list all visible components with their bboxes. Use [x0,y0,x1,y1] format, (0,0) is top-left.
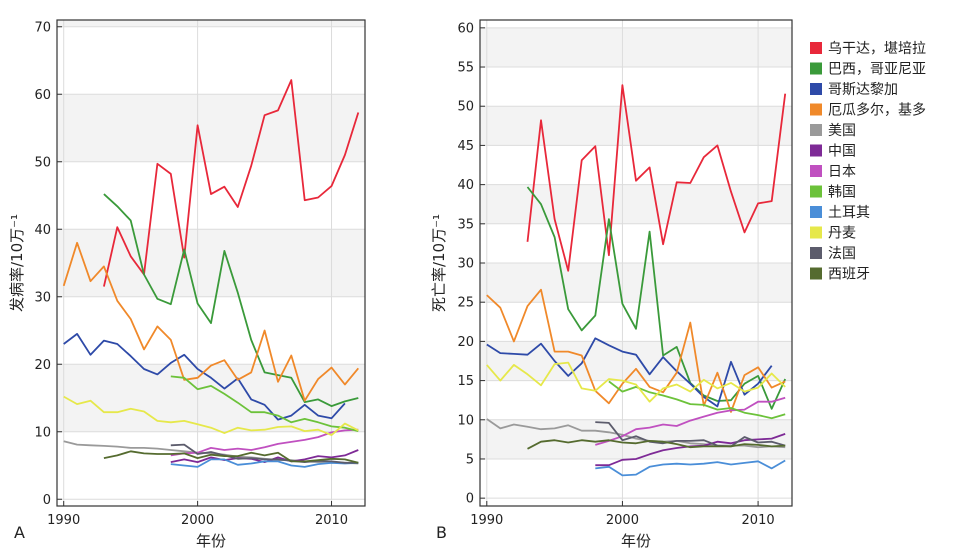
panel-b-y-tick-label: 20 [457,335,474,350]
legend-swatch [810,185,822,198]
panel-b-y-tick-label: 50 [457,100,474,115]
panel-a-series [62,79,360,468]
panel-a-grid [57,20,365,506]
panel-b-band [480,341,792,381]
legend-swatch [810,267,822,280]
panel-b-y-tick-label: 40 [457,178,474,193]
panel-b-band [480,27,792,68]
panel-a-series-line [63,395,359,437]
panel-a-series-line [170,443,359,464]
panel-a-frame [56,19,366,507]
panel-a-band [57,20,365,27]
panel-b-grid [480,20,792,506]
legend-label: 巴西，哥亚尼亚 [828,62,926,78]
legend-label: 乌干达，堪培拉 [828,41,926,57]
panel-b-y-tick-label: 35 [457,217,474,232]
legend-swatch [810,226,822,239]
legend-label: 西班牙 [828,267,870,283]
panel-b-x-tick-label: 2000 [606,513,639,528]
legend: 乌干达，堪培拉巴西，哥亚尼亚哥斯达黎加厄瓜多尔，基多美国中国日本韩国土耳其丹麦法… [810,41,926,283]
panel-b-y-ticks: 0 5 10 15 20 25 30 35 40 45 50 55 60 [457,21,485,507]
panel-b-y-axis-label: 死亡率/10万⁻¹ [430,214,448,312]
legend-swatch [810,42,822,54]
panel-a-series-line [103,193,359,408]
panel-b-y-tick-label: 0 [466,492,474,507]
panel-a-band [57,229,365,297]
legend-swatch [810,165,822,177]
panel-a-x-tick-label: 2000 [181,513,214,528]
panel-b-series-line [486,337,773,408]
panel-b-band [480,263,792,303]
panel-b-y-tick-label: 30 [457,257,474,272]
panel-b-series-line [486,288,786,413]
panel-a-y-tick-label: 40 [34,223,51,238]
legend-label: 丹麦 [828,226,856,242]
legend-swatch [810,103,822,116]
panel-a-x-ticks: 1990 2000 2010 [47,501,348,528]
panel-a-series-line [62,241,359,402]
panel-a-series-line [170,375,359,432]
panel-b-mortality-chart: 0 5 10 15 20 25 30 35 40 45 50 55 60 1990 2000 2010 年份… [430,19,793,550]
panel-a-y-axis-label: 发病率/10万⁻¹ [8,214,26,312]
panel-a-series-line [103,79,360,287]
panel-b-x-axis-label: 年份 [621,532,651,550]
panel-b-y-tick-label: 15 [457,374,474,389]
panel-b-series-line [595,459,786,477]
panel-b-y-tick-label: 55 [457,61,474,76]
panel-b-series-line [527,439,786,450]
panel-a-series-line [103,450,359,464]
panel-a-x-tick-label: 2010 [315,513,348,528]
panel-b-series-line [526,186,787,410]
legend-label: 土耳其 [828,205,870,221]
panel-b-x-tick-label: 1990 [470,513,503,528]
panel-a-incidence-chart: 0 10 20 30 40 50 60 70 1990 2000 2010 年份 发病率/10万⁻… [8,19,366,550]
panel-a-x-axis-label: 年份 [196,532,226,550]
panel-a-letter: A [14,523,25,542]
legend-label: 韩国 [828,185,856,201]
legend-swatch [810,206,822,218]
panel-a-y-tick-label: 20 [34,358,51,373]
panel-b-x-tick-label: 2010 [742,513,775,528]
panel-a-series-line [63,332,346,421]
panel-a-y-tick-label: 70 [34,20,51,35]
panel-a-y-tick-label: 60 [34,88,51,103]
panel-b-series-line [595,396,786,446]
panel-a-x-tick-label: 1990 [47,513,80,528]
legend-label: 法国 [828,246,856,262]
panel-b-y-tick-label: 60 [457,21,474,36]
panel-b-y-tick-label: 25 [457,296,474,311]
panel-a-y-tick-label: 50 [34,155,51,170]
panel-b-x-ticks: 1990 2000 2010 [470,501,775,528]
panel-b-y-tick-label: 10 [457,413,474,428]
panel-a-y-tick-label: 30 [34,290,51,305]
panel-a-y-ticks: 0 10 20 30 40 50 60 70 [34,20,62,508]
panel-a-band [57,94,365,162]
panel-b-y-tick-label: 45 [457,139,474,154]
panel-b-band [480,184,792,224]
panel-a-bands [57,20,365,506]
legend-label: 中国 [828,144,856,160]
legend-swatch [810,124,822,136]
panel-b-band [480,106,792,146]
panel-b-series-line [526,84,787,272]
legend-label: 日本 [828,164,856,180]
panel-b-series-line [486,361,786,403]
panel-b-series-line [595,421,786,448]
legend-label: 美国 [828,123,856,139]
legend-label: 哥斯达黎加 [828,82,898,98]
panel-a-y-tick-label: 0 [43,493,51,508]
legend-swatch [810,83,822,95]
panel-b-series [486,84,787,477]
legend-swatch [810,144,822,157]
panel-b-y-tick-label: 5 [466,452,474,467]
panel-a-y-tick-label: 10 [34,425,51,440]
legend-label: 厄瓜多尔，基多 [828,102,926,119]
panel-b-letter: B [436,523,447,542]
legend-swatch [810,247,822,259]
panel-a-series-line [170,458,359,468]
legend-swatch [810,62,822,75]
